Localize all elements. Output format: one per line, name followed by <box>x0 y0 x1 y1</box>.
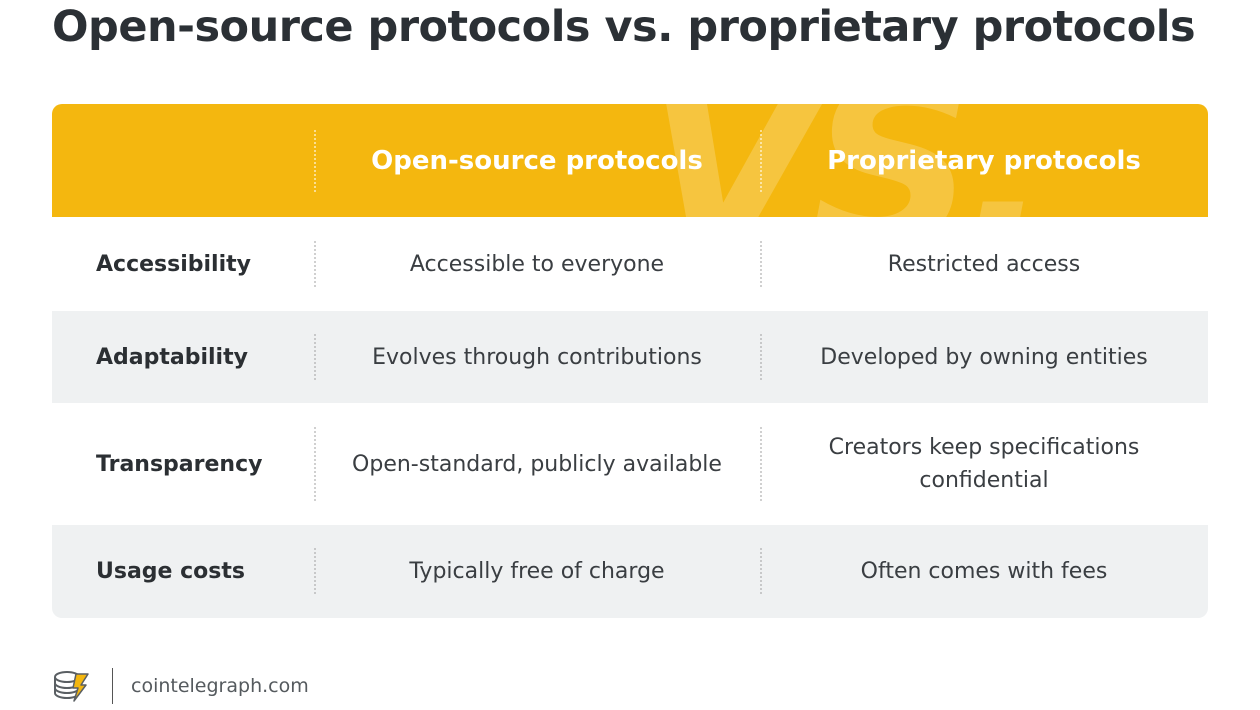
comparison-table: VS. Open-source protocols Proprietary pr… <box>52 104 1208 618</box>
column-header-proprietary: Proprietary protocols <box>827 145 1141 176</box>
open-source-value: Evolves through contributions <box>372 344 702 370</box>
row-separator <box>760 334 762 380</box>
row-separator <box>760 548 762 594</box>
header-separator <box>314 130 316 192</box>
footer: cointelegraph.com <box>52 666 309 706</box>
proprietary-value: Often comes with fees <box>860 559 1108 584</box>
site-link[interactable]: cointelegraph.com <box>131 675 309 697</box>
table-row: Adaptability Evolves through contributio… <box>52 311 1208 403</box>
proprietary-value: Developed by owning entities <box>820 344 1148 370</box>
proprietary-value: Restricted access <box>887 251 1081 277</box>
row-separator <box>760 427 762 501</box>
cointelegraph-logo-icon <box>54 671 89 702</box>
row-label: Transparency <box>96 451 263 477</box>
footer-divider <box>112 668 113 704</box>
proprietary-value: Creators keep specifications confidentia… <box>828 435 1140 493</box>
header-separator <box>760 130 762 192</box>
vs-watermark: VS. <box>644 104 1051 217</box>
open-source-value: Open-standard, publicly available <box>352 451 722 477</box>
page-title: Open-source protocols vs. proprietary pr… <box>52 2 1196 52</box>
row-separator <box>314 548 316 594</box>
open-source-value: Typically free of charge <box>409 559 665 584</box>
row-label: Accessibility <box>96 251 251 277</box>
column-header-open-source: Open-source protocols <box>371 145 703 176</box>
table-row: Usage costs Typically free of charge Oft… <box>52 525 1208 618</box>
row-separator <box>314 427 316 501</box>
table-header: VS. Open-source protocols Proprietary pr… <box>52 104 1208 217</box>
table-row: Accessibility Accessible to everyone Res… <box>52 217 1208 311</box>
row-separator <box>314 241 316 287</box>
row-separator <box>760 241 762 287</box>
table-row: Transparency Open-standard, publicly ava… <box>52 403 1208 525</box>
row-label: Usage costs <box>96 559 245 584</box>
row-label: Adaptability <box>96 344 248 370</box>
open-source-value: Accessible to everyone <box>409 251 665 277</box>
row-separator <box>314 334 316 380</box>
